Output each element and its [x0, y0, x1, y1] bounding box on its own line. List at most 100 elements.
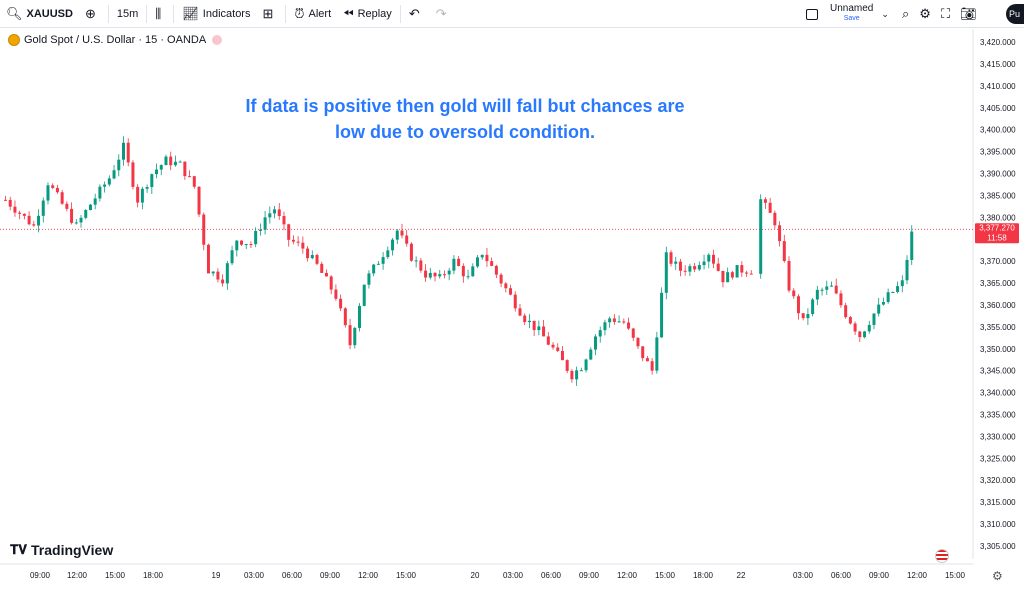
candle-body [221, 279, 225, 284]
alert-button[interactable]: ⏰︎ Alert [288, 0, 337, 28]
candle-body [41, 200, 45, 216]
candle-body [527, 320, 531, 323]
time-tick-label: 18:00 [693, 571, 714, 580]
price-tick-label: 3,360.000 [980, 301, 1016, 310]
candle-body [636, 337, 640, 347]
candle-body [188, 176, 192, 178]
divider [173, 4, 175, 23]
price-chart[interactable]: 3,420.000 3,415.000 3,410.000 3,405.000 3,40… [0, 29, 1024, 589]
candle-body [376, 263, 380, 265]
candle-body [301, 242, 305, 249]
symbol-search[interactable]: 🔍︎ XAUUSD [0, 0, 79, 28]
gear-icon[interactable]: ⚙︎ [919, 6, 931, 21]
rewind-icon: ⏪︎ [343, 5, 354, 21]
candle-body [131, 162, 135, 187]
us-flag-icon[interactable] [935, 549, 949, 563]
candle-body [88, 204, 92, 211]
time-tick-label: 06:00 [831, 571, 852, 580]
candle-body [169, 156, 173, 166]
candle-body [414, 260, 418, 262]
candle-body [244, 244, 248, 246]
price-tick-label: 3,325.000 [980, 454, 1016, 463]
candle-body [523, 315, 527, 323]
candle-body [211, 271, 215, 274]
current-price-label: 3,377.270 [979, 223, 1015, 232]
chart-annotation[interactable]: If data is positive then gold will fall … [220, 93, 710, 145]
candle-body [702, 261, 706, 266]
redo-button[interactable]: ↷ [430, 0, 457, 28]
price-tick-label: 3,350.000 [980, 345, 1016, 354]
replay-label: Replay [357, 7, 392, 20]
candle-body [589, 349, 593, 360]
candle-body [461, 265, 465, 277]
interval-button[interactable]: 15m [111, 0, 144, 28]
indicators-button[interactable]: 📈︎ Indicators [176, 0, 256, 28]
time-tick-label: 12:00 [617, 571, 638, 580]
candle-body [560, 350, 564, 361]
candle-body [603, 322, 607, 331]
candle-body [735, 265, 739, 278]
candle-body [579, 370, 583, 372]
candle-body [773, 212, 777, 226]
candle-body [631, 328, 635, 338]
time-tick-label: 12:00 [907, 571, 928, 580]
time-tick-label: 15:00 [396, 571, 417, 580]
candle-body [438, 274, 442, 277]
candle-body [896, 286, 900, 292]
candle-body [112, 170, 116, 179]
time-tick-label: 12:00 [358, 571, 379, 580]
fullscreen-icon[interactable]: ⛶ [940, 6, 951, 21]
time-tick-label: 19 [212, 571, 221, 580]
candle-body [905, 259, 909, 281]
layout-save-button[interactable]: Unnamed Save [830, 4, 873, 24]
candle-body [117, 159, 121, 171]
candle-body [697, 265, 701, 270]
camera-icon[interactable]: 📷︎ [960, 6, 977, 21]
axis-settings-icon[interactable]: ⚙︎ [992, 569, 1003, 583]
replay-button[interactable]: ⏪︎ Replay [337, 0, 398, 28]
candle-body [598, 330, 602, 337]
candle-body [825, 286, 829, 290]
time-tick-label: 09:00 [30, 571, 51, 580]
chart-type-button[interactable]: ⫼ [149, 0, 171, 28]
time-tick-label: 09:00 [579, 571, 600, 580]
candle-body [900, 280, 904, 287]
quick-search-icon[interactable]: ⌕ [902, 6, 910, 21]
undo-button[interactable]: ↶ [403, 0, 430, 28]
candle-body [745, 272, 749, 274]
compare-button[interactable]: ⊕ [79, 0, 106, 28]
candle-body [249, 244, 253, 246]
chevron-down-icon[interactable]: ⌄ [881, 8, 889, 19]
candle-body [740, 265, 744, 273]
candle-body [79, 217, 83, 223]
candle-body [395, 230, 399, 240]
price-tick-label: 3,355.000 [980, 323, 1016, 332]
price-tick-label: 3,395.000 [980, 148, 1016, 157]
candle-body [353, 327, 357, 346]
status-dot-icon[interactable] [212, 35, 223, 45]
candle-body [763, 199, 767, 203]
search-icon: 🔍︎ [6, 5, 23, 21]
candle-body [291, 239, 295, 242]
candle-body [409, 243, 413, 261]
publish-button[interactable]: Pu [1006, 4, 1024, 24]
candle-body [343, 308, 347, 326]
top-toolbar: 🔍︎ XAUUSD ⊕ 15m ⫼ 📈︎ Indicators ⊞ ⏰︎ Ale… [0, 0, 1024, 28]
tradingview-logo[interactable]: 𝐓𝐕 TradingView [10, 542, 113, 558]
candle-body [627, 322, 631, 329]
time-tick-label: 06:00 [541, 571, 562, 580]
candle-body [126, 142, 130, 163]
candle-body [339, 298, 343, 309]
candle-body [787, 261, 791, 291]
candle-body [324, 272, 328, 277]
templates-button[interactable]: ⊞ [256, 0, 283, 28]
candle-body [362, 284, 366, 306]
candle-body [315, 254, 319, 264]
price-tick-label: 3,320.000 [980, 476, 1016, 485]
candle-body [8, 199, 12, 207]
candle-body [877, 304, 881, 314]
layout-icon[interactable] [806, 8, 818, 20]
candle-body [178, 161, 182, 163]
candle-body [93, 198, 97, 205]
candle-body [442, 274, 446, 276]
